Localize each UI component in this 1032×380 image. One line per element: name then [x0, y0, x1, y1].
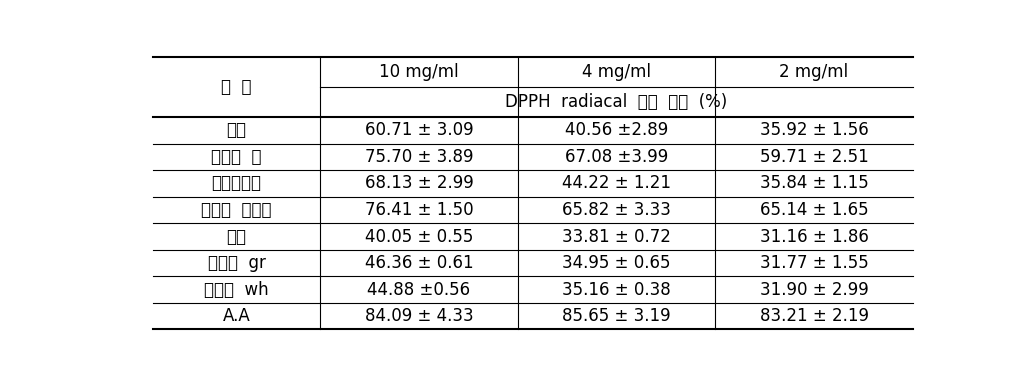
Text: 40.56 ±2.89: 40.56 ±2.89	[565, 122, 668, 139]
Text: 76.41 ± 1.50: 76.41 ± 1.50	[364, 201, 474, 219]
Text: DPPH  radiacal  소거  활성  (%): DPPH radiacal 소거 활성 (%)	[506, 93, 728, 111]
Text: 35.92 ± 1.56: 35.92 ± 1.56	[760, 122, 868, 139]
Text: 85.65 ± 3.19: 85.65 ± 3.19	[562, 307, 671, 325]
Text: 차요테  wh: 차요테 wh	[204, 280, 269, 299]
Text: 33.81 ± 0.72: 33.81 ± 0.72	[562, 228, 671, 245]
Text: 파파야  잎줄기: 파파야 잎줄기	[201, 201, 271, 219]
Text: 46.36 ± 0.61: 46.36 ± 0.61	[364, 254, 474, 272]
Text: 65.82 ± 3.33: 65.82 ± 3.33	[562, 201, 671, 219]
Text: 여주: 여주	[227, 122, 247, 139]
Text: 67.08 ±3.99: 67.08 ±3.99	[565, 148, 668, 166]
Text: 59.71 ± 2.51: 59.71 ± 2.51	[760, 148, 868, 166]
Text: 35.16 ± 0.38: 35.16 ± 0.38	[562, 280, 671, 299]
Text: 34.95 ± 0.65: 34.95 ± 0.65	[562, 254, 671, 272]
Text: 75.70 ± 3.89: 75.70 ± 3.89	[364, 148, 474, 166]
Text: 84.09 ± 4.33: 84.09 ± 4.33	[364, 307, 474, 325]
Text: 60.71 ± 3.09: 60.71 ± 3.09	[364, 122, 474, 139]
Text: 차요테  gr: 차요테 gr	[207, 254, 265, 272]
Text: 시  료: 시 료	[221, 78, 252, 96]
Text: 2 mg/ml: 2 mg/ml	[779, 63, 848, 81]
Text: 35.84 ± 1.15: 35.84 ± 1.15	[760, 174, 868, 193]
Text: 68.13 ± 2.99: 68.13 ± 2.99	[364, 174, 474, 193]
Text: 4 mg/ml: 4 mg/ml	[582, 63, 651, 81]
Text: 83.21 ± 2.19: 83.21 ± 2.19	[760, 307, 869, 325]
Text: 65.14 ± 1.65: 65.14 ± 1.65	[760, 201, 868, 219]
Text: 40.05 ± 0.55: 40.05 ± 0.55	[364, 228, 473, 245]
Text: A.A: A.A	[223, 307, 251, 325]
Text: 파파야열매: 파파야열매	[212, 174, 261, 193]
Text: 44.88 ±0.56: 44.88 ±0.56	[367, 280, 471, 299]
Text: 31.16 ± 1.86: 31.16 ± 1.86	[760, 228, 869, 245]
Text: 10 mg/ml: 10 mg/ml	[379, 63, 459, 81]
Text: 31.90 ± 2.99: 31.90 ± 2.99	[760, 280, 868, 299]
Text: 44.22 ± 1.21: 44.22 ± 1.21	[562, 174, 671, 193]
Text: 31.77 ± 1.55: 31.77 ± 1.55	[760, 254, 868, 272]
Text: 파파야  잎: 파파야 잎	[212, 148, 262, 166]
Text: 암빈: 암빈	[227, 228, 247, 245]
